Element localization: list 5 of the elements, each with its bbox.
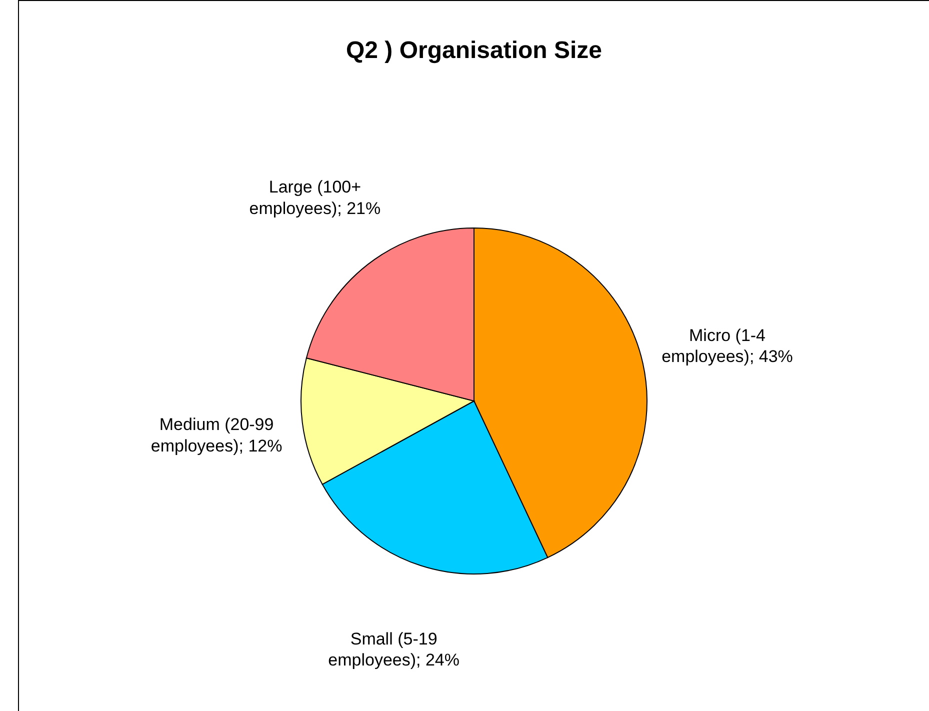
slice-label: Small (5-19 employees); 24% bbox=[328, 629, 460, 670]
slice-label: Large (100+ employees); 21% bbox=[249, 178, 381, 218]
slice-label: Medium (20-99 employees); 12% bbox=[150, 415, 282, 456]
slice-label: Micro (1-4 employees); 43% bbox=[662, 326, 793, 366]
chart-title: Q2 ) Organisation Size bbox=[346, 37, 602, 64]
